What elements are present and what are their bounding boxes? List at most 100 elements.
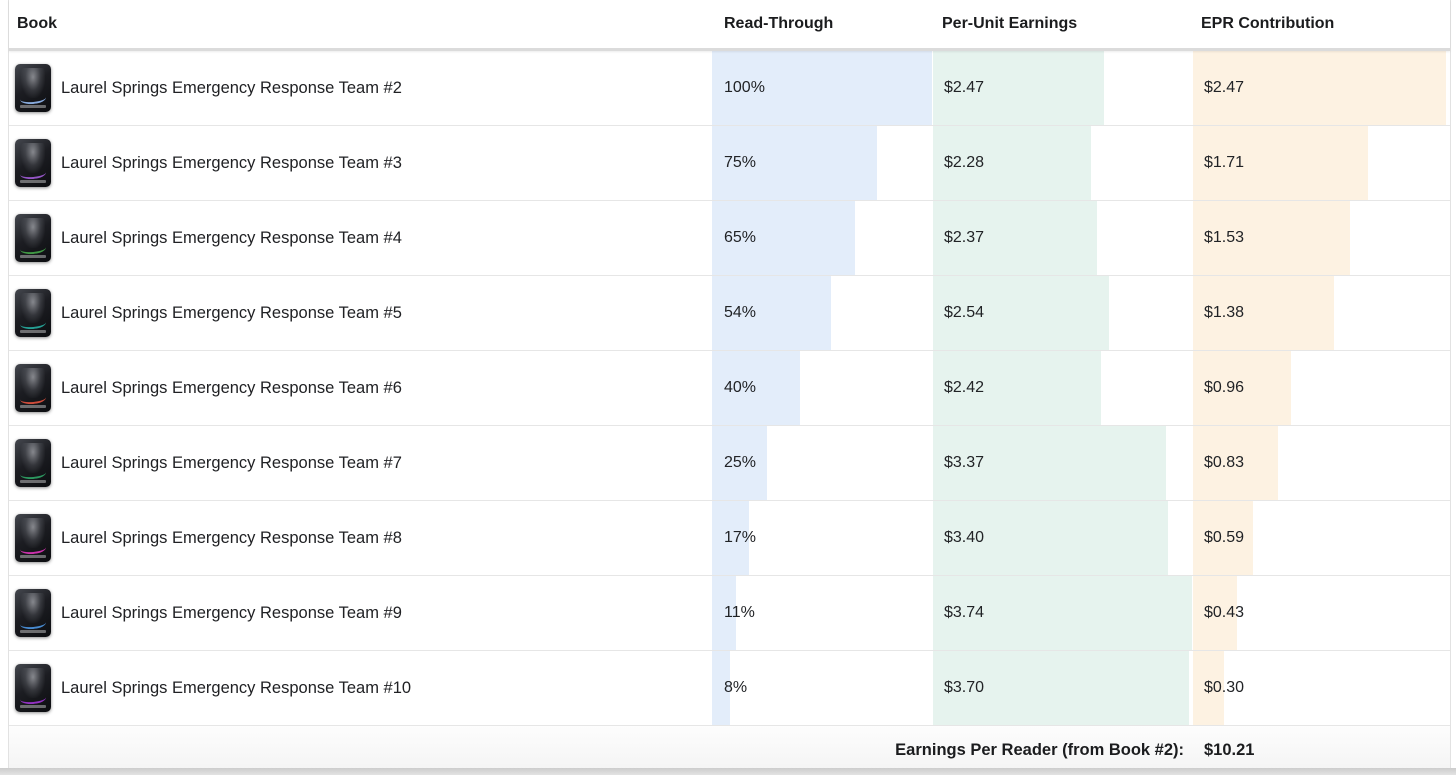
earnings-per-reader-label: Earnings Per Reader (from Book #2):: [895, 741, 1184, 759]
cover-photo-art: [21, 668, 45, 698]
cover-author-line: [20, 705, 46, 708]
table-footer-row: Earnings Per Reader (from Book #2): $10.…: [9, 726, 1450, 775]
book-cover-thumbnail: [15, 214, 51, 262]
read-through-bar: [712, 351, 800, 425]
per-unit-earnings-value: $2.54: [944, 304, 985, 321]
per-unit-earnings-bar: [933, 351, 1101, 425]
table-row: Laurel Springs Emergency Response Team #…: [9, 51, 1450, 126]
read-through-bar: [712, 201, 855, 275]
per-unit-earnings-bar: [933, 426, 1167, 500]
column-header-read-through: Read-Through: [724, 15, 834, 32]
cover-photo-art: [21, 293, 45, 323]
table-row: Laurel Springs Emergency Response Team #…: [9, 576, 1450, 651]
read-through-bar: [712, 426, 767, 500]
epr-contribution-bar: [1193, 576, 1238, 650]
read-through-value: 25%: [724, 454, 757, 471]
per-unit-earnings-bar: [933, 501, 1169, 575]
per-unit-earnings-value: $2.47: [944, 79, 985, 96]
book-cover-thumbnail: [15, 664, 51, 712]
cover-photo-art: [21, 143, 45, 173]
read-through-value: 8%: [724, 679, 748, 696]
per-unit-earnings-value: $3.40: [944, 529, 985, 546]
column-header-per-unit: Per-Unit Earnings: [942, 15, 1078, 32]
table-row: Laurel Springs Emergency Response Team #…: [9, 201, 1450, 276]
epr-contribution-value: $1.38: [1204, 304, 1245, 321]
book-cell: Laurel Springs Emergency Response Team #…: [15, 576, 402, 650]
book-cell: Laurel Springs Emergency Response Team #…: [15, 201, 402, 275]
cover-author-line: [20, 630, 46, 633]
table-header-row: Book Read-Through Per-Unit Earnings EPR …: [9, 0, 1450, 51]
per-unit-earnings-value: $2.28: [944, 154, 985, 171]
read-through-bar: [712, 651, 730, 725]
book-cover-thumbnail: [15, 514, 51, 562]
cover-photo-art: [21, 368, 45, 398]
book-cell: Laurel Springs Emergency Response Team #…: [15, 426, 402, 500]
read-through-bar: [712, 576, 737, 650]
book-cell: Laurel Springs Emergency Response Team #…: [15, 651, 411, 725]
read-through-value: 65%: [724, 229, 757, 246]
epr-contribution-value: $1.71: [1204, 154, 1245, 171]
table-row: Laurel Springs Emergency Response Team #…: [9, 651, 1450, 726]
table-row: Laurel Springs Emergency Response Team #…: [9, 126, 1450, 201]
epr-contribution-value: $0.83: [1204, 454, 1245, 471]
book-title: Laurel Springs Emergency Response Team #…: [61, 303, 402, 322]
cover-author-line: [20, 555, 46, 558]
cover-author-line: [20, 330, 46, 333]
epr-contribution-bar: [1193, 276, 1335, 350]
book-title: Laurel Springs Emergency Response Team #…: [61, 453, 402, 472]
epr-contribution-bar: [1193, 201, 1350, 275]
epr-contribution-value: $0.59: [1204, 529, 1245, 546]
cover-author-line: [20, 180, 46, 183]
cover-photo-art: [21, 593, 45, 623]
book-cover-thumbnail: [15, 364, 51, 412]
epr-contribution-bar: [1193, 501, 1254, 575]
epr-contribution-bar: [1193, 351, 1292, 425]
cover-author-line: [20, 255, 46, 258]
table-body: Laurel Springs Emergency Response Team #…: [9, 51, 1450, 726]
book-cover-thumbnail: [15, 139, 51, 187]
epr-contribution-bar: [1193, 426, 1279, 500]
per-unit-earnings-bar: [933, 651, 1190, 725]
read-through-value: 75%: [724, 154, 757, 171]
book-cover-thumbnail: [15, 589, 51, 637]
book-cover-thumbnail: [15, 64, 51, 112]
book-title: Laurel Springs Emergency Response Team #…: [61, 528, 402, 547]
per-unit-earnings-bar: [933, 201, 1098, 275]
book-cover-thumbnail: [15, 439, 51, 487]
epr-contribution-value: $1.53: [1204, 229, 1245, 246]
per-unit-earnings-value: $2.42: [944, 379, 985, 396]
epr-contribution-value: $0.30: [1204, 679, 1245, 696]
book-title: Laurel Springs Emergency Response Team #…: [61, 603, 402, 622]
read-through-bar: [712, 126, 877, 200]
read-through-bar: [712, 276, 831, 350]
column-header-epr-contribution: EPR Contribution: [1201, 15, 1335, 32]
book-cell: Laurel Springs Emergency Response Team #…: [15, 51, 402, 125]
column-header-book: Book: [17, 15, 57, 32]
cover-photo-art: [21, 443, 45, 473]
book-title: Laurel Springs Emergency Response Team #…: [61, 228, 402, 247]
read-through-value: 11%: [724, 604, 755, 621]
table-row: Laurel Springs Emergency Response Team #…: [9, 501, 1450, 576]
per-unit-earnings-bar: [933, 276, 1109, 350]
read-through-bar: [712, 501, 750, 575]
read-through-value: 100%: [724, 79, 765, 96]
table-row: Laurel Springs Emergency Response Team #…: [9, 426, 1450, 501]
per-unit-earnings-value: $3.37: [944, 454, 985, 471]
cover-photo-art: [21, 68, 45, 98]
earnings-per-reader-value: $10.21: [1204, 741, 1255, 759]
per-unit-earnings-bar: [933, 576, 1192, 650]
epr-contribution-bar: [1193, 651, 1224, 725]
cover-author-line: [20, 405, 46, 408]
per-unit-earnings-value: $2.37: [944, 229, 985, 246]
epr-contribution-bar: [1193, 51, 1446, 125]
epr-contribution-bar: [1193, 126, 1369, 200]
book-cell: Laurel Springs Emergency Response Team #…: [15, 351, 402, 425]
book-cell: Laurel Springs Emergency Response Team #…: [15, 276, 402, 350]
bottom-edge-shadow: [0, 768, 1456, 775]
book-title: Laurel Springs Emergency Response Team #…: [61, 378, 402, 397]
per-unit-earnings-bar: [933, 126, 1091, 200]
book-title: Laurel Springs Emergency Response Team #…: [61, 78, 402, 97]
table-row: Laurel Springs Emergency Response Team #…: [9, 351, 1450, 426]
read-through-value: 17%: [724, 529, 757, 546]
